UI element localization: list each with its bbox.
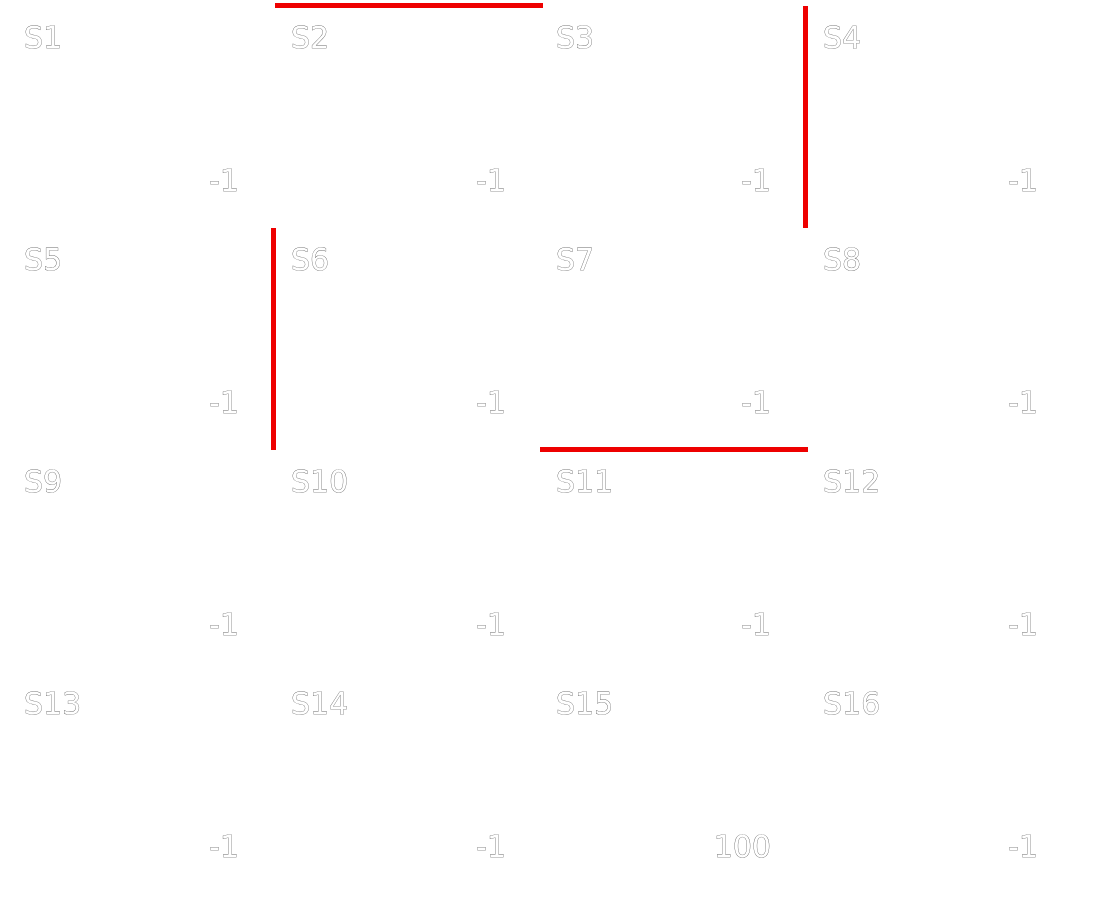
grid-cell-s11: S11 -1 [556,465,772,644]
walls-layer [271,3,808,452]
reward-label: -1 [741,164,771,199]
reward-label: -1 [209,830,239,865]
state-label: S16 [823,687,880,722]
grid-cell-s4: S4 -1 [823,21,1039,200]
grid-cell-s2: S2 -1 [291,21,507,200]
state-label: S2 [291,21,329,56]
state-label: S11 [556,465,613,500]
state-label: S9 [24,465,62,500]
reward-label: -1 [741,386,771,421]
cells-layer: S1-1S5-1S9-1S13-1S2-1S6-1S10-1S14-1S3-1S… [24,21,1039,866]
grid-cell-s1: S1 -1 [24,21,240,200]
state-label: S7 [556,243,594,278]
grid-cell-s5: S5 -1 [24,243,240,422]
grid-cell-s16: S16 -1 [823,687,1039,866]
state-label: S3 [556,21,594,56]
state-label: S14 [291,687,348,722]
grid-cell-s8: S8 -1 [823,243,1039,422]
state-label: S5 [24,243,62,278]
grid-cell-s12: S12 -1 [823,465,1039,644]
reward-label: 100 [714,830,771,865]
grid-cell-s6: S6 -1 [291,243,507,422]
grid-cell-s10: S10 -1 [291,465,507,644]
reward-label: -1 [476,608,506,643]
state-label: S6 [291,243,329,278]
reward-label: -1 [1008,386,1038,421]
state-label: S8 [823,243,861,278]
grid-cell-s7: S7 -1 [556,243,772,422]
grid-cell-s15: S15 100 [556,687,772,866]
state-label: S4 [823,21,861,56]
reward-label: -1 [209,386,239,421]
reward-label: -1 [209,164,239,199]
state-label: S1 [24,21,62,56]
reward-label: -1 [741,608,771,643]
state-label: S10 [291,465,348,500]
reward-label: -1 [209,608,239,643]
state-label: S15 [556,687,613,722]
reward-label: -1 [476,386,506,421]
state-label: S13 [24,687,81,722]
grid-cell-s14: S14 -1 [291,687,507,866]
reward-label: -1 [476,830,506,865]
reward-label: -1 [1008,164,1038,199]
reward-label: -1 [1008,608,1038,643]
grid-cell-s13: S13 -1 [24,687,240,866]
reward-label: -1 [476,164,506,199]
reward-label: -1 [1008,830,1038,865]
grid-cell-s9: S9 -1 [24,465,240,644]
grid-cell-s3: S3 -1 [556,21,772,200]
state-label: S12 [823,465,880,500]
